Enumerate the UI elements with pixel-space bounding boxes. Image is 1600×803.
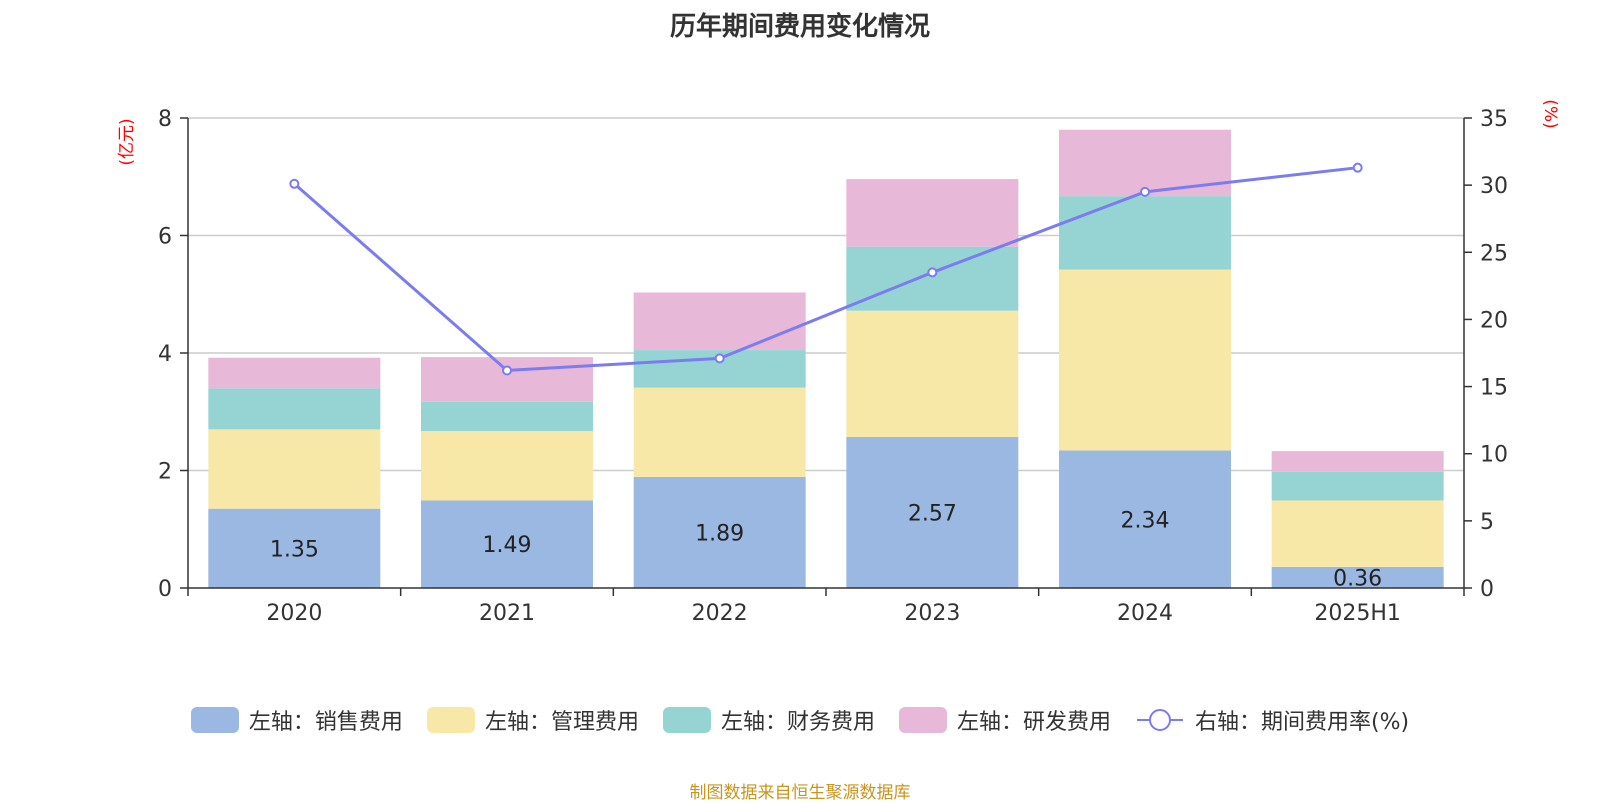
x-tick-label: 2025H1 [1314, 601, 1401, 626]
axes: 0 2 4 6 8 0 5 10 15 20 25 30 35 2020 2021 2022 2023 2024 2… [158, 107, 1508, 626]
right-tick-label: 15 [1480, 376, 1508, 401]
bar-segment [421, 401, 593, 432]
grid-lines [188, 117, 1464, 472]
legend-line-circle-icon [1136, 709, 1183, 731]
left-tick-label: 2 [158, 460, 172, 485]
bar-segment [633, 476, 806, 588]
legend-label-finance: 左轴：财务费用 [720, 710, 875, 735]
legend-swatch-finance [662, 707, 711, 733]
right-tick-label: 0 [1480, 577, 1494, 602]
bar-segment [1059, 196, 1231, 270]
bar-segment [208, 429, 381, 509]
rate-point [502, 365, 512, 376]
right-tick-label: 5 [1480, 510, 1494, 535]
left-tick-label: 0 [158, 577, 172, 602]
legend-item-rate[interactable]: 右轴：期间费用率(%) [1135, 704, 1409, 736]
x-tick-label: 2024 [1117, 601, 1173, 626]
legend: 左轴：销售费用 左轴：管理费用 左轴：财务费用 左轴：研发费用 右轴：期间费用率… [0, 704, 1600, 736]
x-tick-label: 2023 [904, 601, 960, 626]
rate-point [714, 353, 725, 364]
rate-point [1140, 186, 1150, 197]
right-tick-label: 10 [1480, 443, 1508, 468]
bar-segment [846, 179, 1019, 247]
chart-title: 历年期间费用变化情况 [669, 12, 930, 42]
bar-segment [208, 357, 381, 389]
right-tick-label: 30 [1480, 174, 1508, 199]
rate-line [289, 162, 1363, 376]
legend-item-admin[interactable]: 左轴：管理费用 [426, 704, 639, 736]
legend-swatch-sales [190, 707, 239, 733]
bar-segment [1271, 566, 1444, 588]
legend-swatch-admin [426, 707, 475, 733]
bar-data-label: 0.36 [1333, 566, 1382, 591]
stacked-bars [208, 129, 1444, 588]
x-tick-label: 2021 [479, 601, 535, 626]
legend-swatch-rnd [898, 707, 947, 733]
rate-point [1352, 162, 1363, 173]
bar-data-label: 1.35 [270, 537, 319, 562]
bar-segment [208, 388, 381, 430]
bar-segment [633, 292, 806, 351]
chart-plot: 0 2 4 6 8 0 5 10 15 20 25 30 35 2020 2021 2022 2023 2024 2… [117, 99, 1560, 626]
bar-segment [1271, 471, 1444, 501]
bar-segment [421, 500, 593, 588]
right-tick-label: 25 [1480, 241, 1508, 266]
bar-segment [846, 310, 1019, 438]
bar-data-label: 1.49 [483, 533, 532, 558]
legend-label-admin: 左轴：管理费用 [484, 710, 639, 735]
left-tick-label: 6 [158, 225, 172, 250]
bar-segment [1059, 269, 1231, 451]
bar-segment [1271, 500, 1444, 567]
left-tick-label: 8 [158, 107, 172, 132]
left-tick-label: 4 [158, 342, 172, 367]
right-tick-label: 20 [1480, 308, 1508, 333]
legend-item-finance[interactable]: 左轴：财务费用 [662, 704, 875, 736]
bar-segment [846, 437, 1019, 588]
data-labels: 1.35 1.49 1.89 2.57 2.34 0.36 [270, 502, 1382, 592]
right-tick-label: 35 [1480, 107, 1508, 132]
right-axis-unit-label: (%) [1540, 99, 1560, 128]
source-note: 制图数据来自恒生聚源数据库 [689, 783, 911, 803]
bar-segment [1271, 451, 1444, 472]
bar-segment [208, 508, 381, 588]
bar-segment [421, 357, 593, 402]
bar-segment [421, 431, 593, 501]
bar-segment [633, 387, 806, 477]
bar-data-label: 1.89 [695, 521, 744, 546]
x-tick-label: 2020 [266, 601, 322, 626]
bar-segment [1059, 450, 1231, 588]
legend-label-rate: 右轴：期间费用率(%) [1194, 710, 1410, 735]
bar-data-label: 2.57 [908, 502, 957, 527]
legend-label-sales: 左轴：销售费用 [248, 710, 403, 735]
rate-polyline [293, 166, 1358, 372]
legend-label-rnd: 左轴：研发费用 [956, 710, 1111, 735]
bar-segment [846, 246, 1019, 311]
legend-item-sales[interactable]: 左轴：销售费用 [190, 704, 403, 736]
left-axis-unit-label: (亿元) [117, 118, 137, 165]
legend-item-rnd[interactable]: 左轴：研发费用 [898, 704, 1111, 736]
x-tick-label: 2022 [692, 601, 748, 626]
rate-point [289, 178, 300, 189]
rate-point [927, 267, 938, 278]
bar-data-label: 2.34 [1121, 508, 1170, 533]
